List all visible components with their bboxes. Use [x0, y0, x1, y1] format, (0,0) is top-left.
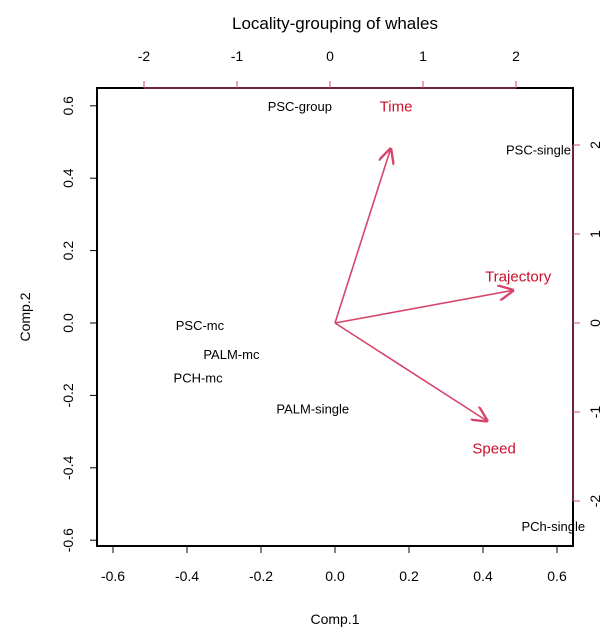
right-tick-label: -1: [587, 406, 603, 419]
point-label: PALM-mc: [203, 347, 260, 362]
left-tick-label: -0.6: [60, 528, 76, 552]
bottom-tick-label: 0.4: [473, 568, 493, 584]
point-label: PSC-single: [506, 142, 571, 157]
point-label: PCh-single: [522, 519, 586, 534]
bottom-tick-label: -0.2: [249, 568, 273, 584]
chart-title: Locality-grouping of whales: [232, 14, 438, 33]
right-tick-label: 2: [587, 141, 603, 149]
loading-arrow: [334, 322, 487, 421]
bottom-axis-ticks: -0.6 -0.4 -0.2 0.0 0.2 0.4 0.6: [101, 545, 567, 584]
loading-arrow: [334, 149, 391, 324]
x-axis-label: Comp.1: [310, 611, 359, 627]
plot-frame: [96, 87, 574, 547]
loading-arrow: [334, 290, 513, 324]
left-tick-label: -0.2: [60, 383, 76, 407]
right-tick-label: 1: [587, 230, 603, 238]
top-tick-label: 2: [512, 48, 520, 64]
right-tick-label: -2: [587, 495, 603, 508]
bottom-tick-label: 0.2: [399, 568, 419, 584]
bottom-tick-label: 0.0: [325, 568, 345, 584]
bottom-tick-label: -0.6: [101, 568, 125, 584]
top-tick-label: 0: [326, 48, 334, 64]
point-label: PSC-mc: [176, 318, 225, 333]
top-tick-label: -2: [138, 48, 151, 64]
point-label: PCH-mc: [174, 371, 224, 386]
point-label: PSC-group: [268, 99, 332, 114]
bottom-tick-label: 0.6: [547, 568, 567, 584]
right-tick-label: 0: [587, 319, 603, 327]
point-labels: PSC-group PSC-single PSC-mc PALM-mc PCH-mc PA…: [174, 99, 586, 534]
arrow-label: Speed: [472, 441, 515, 458]
loading-arrows: Time Trajectory Speed: [334, 99, 552, 458]
point-label: PALM-single: [276, 401, 349, 416]
top-tick-label: -1: [231, 48, 244, 64]
left-tick-label: -0.4: [60, 456, 76, 480]
arrow-label: Trajectory: [485, 269, 552, 286]
left-tick-label: 0.0: [60, 313, 76, 333]
y-axis-label: Comp.2: [17, 292, 33, 341]
right-axis-ticks: -2 -1 0 1 2: [572, 141, 603, 508]
top-axis-ticks: -2 -1 0 1 2: [138, 48, 520, 89]
left-tick-label: 0.2: [60, 241, 76, 261]
top-tick-label: 1: [419, 48, 427, 64]
left-tick-label: 0.4: [60, 168, 76, 188]
bottom-tick-label: -0.4: [175, 568, 199, 584]
arrow-label: Time: [380, 99, 413, 116]
left-tick-label: 0.6: [60, 96, 76, 116]
left-axis-ticks: -0.6 -0.4 -0.2 0.0 0.2 0.4 0.6: [60, 96, 98, 552]
